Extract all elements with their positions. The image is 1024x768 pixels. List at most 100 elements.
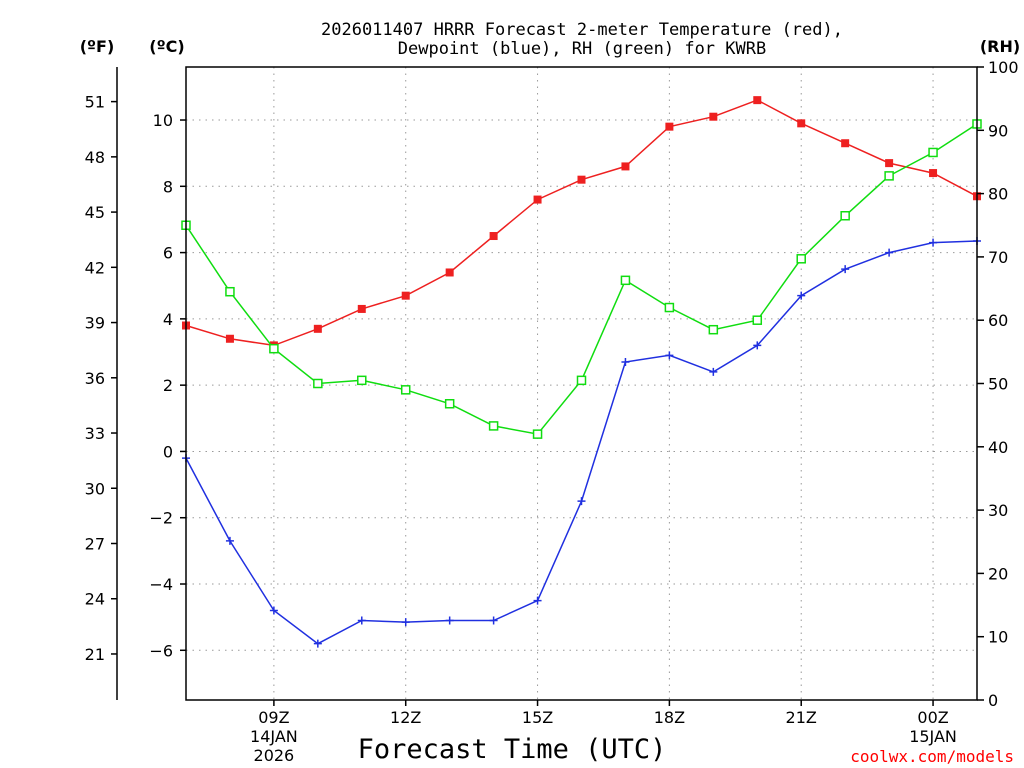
rh-data-point	[532, 429, 543, 439]
rh-unit-label: (RH)	[980, 37, 1020, 56]
temperature-data-point	[929, 169, 938, 178]
temperature-data-point	[225, 334, 234, 343]
celsius-tick-label: 10	[153, 111, 173, 130]
dewpoint-data-point	[797, 291, 806, 300]
dewpoint-data-point	[357, 616, 366, 625]
celsius-tick-label: 0	[163, 442, 173, 461]
rh-tick-label: 70	[988, 248, 1008, 267]
rh-tick-label: 0	[988, 691, 998, 710]
dewpoint-data-point	[489, 616, 498, 625]
fahrenheit-tick-label: 36	[85, 369, 105, 388]
temperature-data-point	[445, 268, 454, 277]
celsius-tick-label: 6	[163, 244, 173, 263]
dewpoint-data-point	[709, 367, 718, 376]
dewpoint-data-point	[225, 536, 234, 545]
chart-title-line-2: Dewpoint (blue), RH (green) for KWRB	[398, 39, 766, 59]
celsius-tick-label: −6	[149, 641, 173, 660]
dewpoint-data-point	[445, 616, 454, 625]
fahrenheit-tick-label: 51	[85, 93, 105, 112]
rh-data-point	[928, 147, 938, 158]
rh-data-point	[444, 399, 455, 409]
celsius-tick-label: −4	[149, 575, 173, 594]
celsius-tick-label: 2	[163, 376, 173, 395]
temperature-data-point	[753, 96, 762, 105]
temperature-data-point	[357, 304, 366, 313]
temperature-data-point	[621, 162, 630, 171]
fahrenheit-tick-label: 24	[85, 590, 105, 609]
x-tick-label: 15JAN	[909, 727, 957, 746]
credit-link[interactable]: coolwx.com/models	[850, 747, 1014, 766]
fahrenheit-unit-label: (ºF)	[80, 37, 115, 56]
rh-tick-label: 20	[988, 564, 1008, 583]
rh-data-point	[884, 171, 894, 181]
temperature-series-line	[185, 99, 978, 347]
rh-data-point	[708, 324, 719, 335]
rh-data-point	[313, 378, 323, 389]
celsius-tick-label: 4	[163, 310, 173, 329]
fahrenheit-tick-label: 39	[85, 314, 105, 333]
fahrenheit-tick-label: 42	[85, 258, 105, 277]
chart-title-line-1: 2026011407 HRRR Forecast 2-meter Tempera…	[321, 20, 843, 40]
dewpoint-data-point	[929, 238, 938, 247]
rh-tick-label: 80	[988, 185, 1008, 204]
fahrenheit-tick-label: 21	[85, 645, 105, 664]
rh-data-point	[840, 211, 850, 221]
rh-series-line	[185, 123, 978, 435]
fahrenheit-tick-label: 45	[85, 203, 105, 222]
fahrenheit-tick-label: 33	[85, 424, 105, 443]
temperature-data-point	[489, 232, 498, 241]
rh-tick-label: 10	[988, 628, 1008, 647]
rh-data-point	[357, 375, 367, 386]
temperature-data-point	[577, 175, 586, 184]
celsius-tick-label: −2	[149, 509, 173, 528]
temperature-data-point	[313, 324, 322, 333]
celsius-unit-label: (ºC)	[149, 37, 184, 56]
x-tick-label: 2026	[254, 746, 295, 765]
temperature-data-point	[533, 195, 542, 204]
rh-tick-label: 100	[988, 58, 1019, 77]
x-tick-label: 15Z	[522, 708, 553, 727]
rh-data-point	[796, 254, 806, 264]
chart-series	[181, 96, 982, 648]
x-tick-label: 14JAN	[250, 727, 298, 746]
rh-tick-label: 50	[988, 375, 1008, 394]
celsius-tick-label: 8	[163, 177, 173, 196]
rh-data-point	[225, 286, 235, 297]
rh-tick-label: 30	[988, 501, 1008, 520]
x-tick-label: 21Z	[786, 708, 817, 727]
dewpoint-data-point	[577, 497, 586, 506]
dewpoint-data-point	[269, 606, 278, 615]
rh-tick-label: 90	[988, 121, 1008, 140]
temperature-data-point	[841, 139, 850, 148]
rh-data-point	[664, 302, 675, 313]
dewpoint-data-point	[401, 618, 410, 627]
rh-data-point	[400, 385, 411, 395]
temperature-data-point	[665, 122, 674, 131]
x-tick-label: 09Z	[258, 708, 289, 727]
x-tick-label: 00Z	[917, 708, 948, 727]
temperature-data-point	[401, 291, 410, 300]
x-tick-label: 18Z	[654, 708, 685, 727]
dewpoint-data-point	[665, 351, 674, 360]
x-tick-label: 12Z	[390, 708, 421, 727]
dewpoint-data-point	[313, 639, 322, 648]
rh-data-point	[752, 315, 763, 325]
rh-tick-label: 40	[988, 438, 1008, 457]
fahrenheit-tick-label: 48	[85, 148, 105, 167]
rh-data-point	[488, 421, 499, 431]
temperature-data-point	[709, 112, 718, 121]
rh-tick-label: 60	[988, 311, 1008, 330]
dewpoint-data-point	[753, 341, 762, 350]
dewpoint-data-point	[621, 357, 630, 366]
dewpoint-data-point	[533, 596, 542, 605]
rh-data-point	[269, 343, 279, 354]
rh-data-point	[620, 275, 631, 286]
rh-data-point	[576, 375, 587, 386]
dewpoint-data-point	[841, 265, 850, 274]
dewpoint-series-line	[185, 240, 978, 645]
chart-axes: −6−4−20246810212427303336394245485101020…	[85, 58, 1019, 765]
x-axis-title: Forecast Time (UTC)	[358, 734, 667, 765]
fahrenheit-tick-label: 27	[85, 534, 105, 553]
temperature-data-point	[797, 119, 806, 128]
